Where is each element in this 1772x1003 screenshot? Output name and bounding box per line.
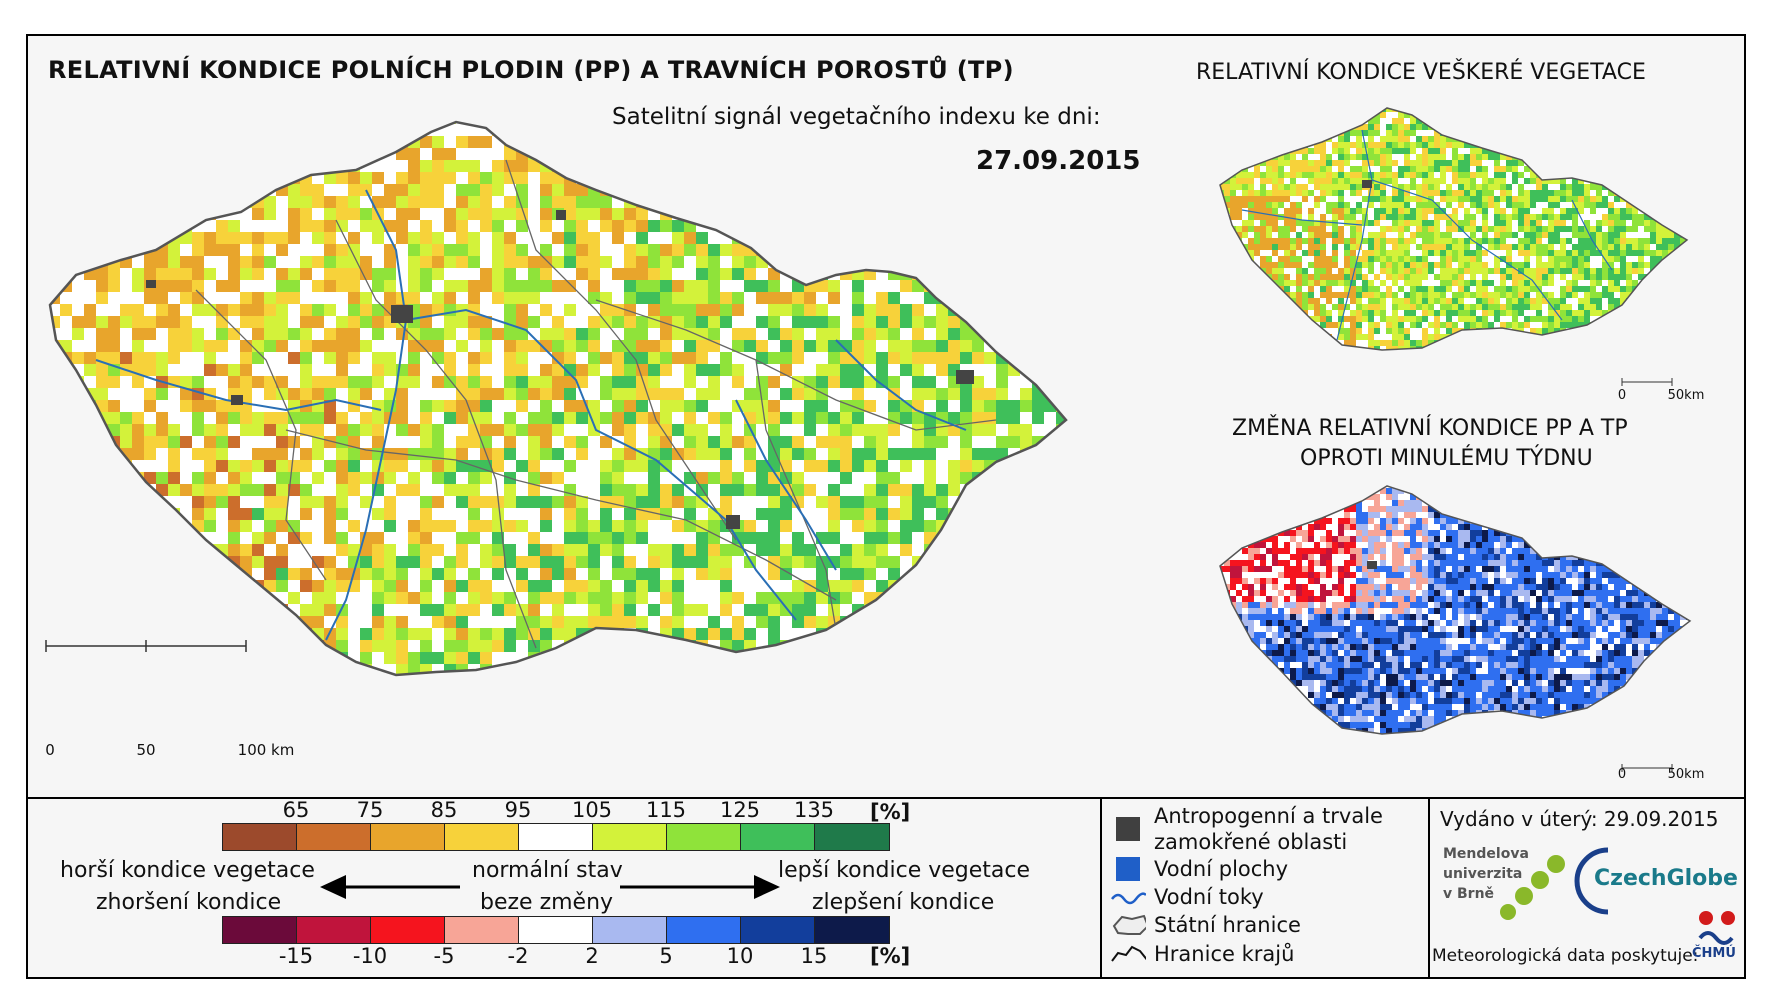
mendel-logo-line-3: v Brně [1443,886,1495,902]
key-state-border: Státní hranice [1110,912,1301,938]
inset-bottom-title-1: ZMĚNA RELATIVNÍ KONDICE PP A TP [1232,416,1628,441]
change-tick-3: -2 [507,944,529,968]
key-region-border-label: Hranice krajů [1154,942,1295,966]
reference-date: 27.09.2015 [976,146,1141,176]
key-water-bodies: Vodní plochy [1110,856,1288,882]
water-streams [95,189,967,641]
anthropogenic-swatch [1116,817,1140,841]
change-swatch-2 [370,917,445,943]
scale-label-100: 100 km [237,741,295,759]
condition-colorbar [222,823,890,851]
region-border-icon [1111,945,1146,962]
chmu-logo-icon [1698,911,1735,945]
key-region-border: Hranice krajů [1110,941,1294,967]
condition-swatch-8 [814,824,889,850]
legend-worse-condition: horší kondice vegetace [60,858,315,883]
chmu-logo-text: ČHMÚ [1692,946,1736,961]
change-tick-1: -10 [352,944,388,968]
inset-bottom-scale-50: 50km [1667,767,1705,782]
condition-tick-1: 75 [356,798,384,822]
region-borders [195,159,997,649]
legend-worsening: zhoršení kondice [96,890,282,915]
inset-top-scale-0: 0 [1617,388,1627,403]
vegetation-condition-grid [50,122,1066,675]
scale-label-50: 50 [136,741,156,759]
key-water-bodies-label: Vodní plochy [1154,857,1289,881]
condition-unit: [%] [870,800,911,824]
inset-top-scale-50: 50km [1667,388,1705,403]
change-tick-7: 15 [800,944,828,968]
scale-label-0: 0 [45,741,55,759]
inset-top-title: RELATIVNÍ KONDICE VEŠKERÉ VEGETACE [1196,60,1646,85]
change-swatch-5 [592,917,667,943]
inset-bottom-title-2: OPROTI MINULÉMU TÝDNU [1300,446,1593,471]
inset-all-vegetation-map [1219,107,1688,386]
condition-swatch-0 [223,824,297,850]
main-title: RELATIVNÍ KONDICE POLNÍCH PLODIN (PP) A … [48,56,1014,84]
change-swatch-3 [444,917,519,943]
change-swatch-6 [666,917,741,943]
change-swatch-7 [740,917,815,943]
subtitle: Satelitní signál vegetačního indexu ke d… [612,104,1101,130]
key-anthropogenic: Antropogenní a trvale zamokřené oblasti [1110,803,1383,855]
inset-bottom-scale-0: 0 [1617,767,1627,782]
condition-swatch-4 [518,824,593,850]
key-streams-label: Vodní toky [1154,885,1264,909]
change-tick-4: 2 [585,944,599,968]
condition-tick-4: 105 [571,798,613,822]
main-scale-bar [45,640,247,652]
change-swatch-4 [518,917,593,943]
czechglobe-logo: CzechGlobe [1594,866,1738,891]
change-swatch-8 [814,917,889,943]
condition-tick-2: 85 [430,798,458,822]
condition-swatch-5 [592,824,667,850]
mendel-dots-icon [1500,855,1565,920]
key-state-border-label: Státní hranice [1154,913,1301,937]
change-tick-5: 5 [659,944,673,968]
change-swatch-1 [296,917,371,943]
state-border-icon [1112,914,1146,935]
inset-weekly-change-map [1219,485,1691,772]
legend-improvement: zlepšení kondice [812,890,995,915]
condition-tick-5: 115 [645,798,687,822]
condition-swatch-3 [444,824,519,850]
issued-date: Vydáno v úterý: 29.09.2015 [1440,807,1719,831]
condition-tick-0: 65 [282,798,310,822]
water-body-swatch [1116,857,1140,881]
condition-tick-7: 135 [793,798,835,822]
meteorological-data-credit: Meteorologická data poskytuje: [1432,946,1699,966]
legend-better-condition: lepší kondice vegetace [778,858,1031,883]
legend-panel [26,797,1746,979]
legend-normal-state: normální stav [472,858,623,883]
condition-swatch-1 [296,824,371,850]
change-unit: [%] [870,944,911,968]
condition-swatch-7 [740,824,815,850]
change-tick-2: -5 [433,944,455,968]
condition-tick-6: 125 [719,798,761,822]
stream-line-icon [1111,892,1146,905]
mendel-logo-line-1: Mendelova [1443,846,1529,862]
key-streams: Vodní toky [1110,884,1264,910]
main-condition-map [45,120,1068,677]
key-anthropogenic-label-2: zamokřené oblasti [1154,830,1348,854]
key-anthropogenic-label-1: Antropogenní a trvale [1154,804,1383,828]
czechglobe-arc-icon [1574,847,1609,915]
condition-swatch-2 [370,824,445,850]
change-swatch-0 [223,917,297,943]
mendel-logo-line-2: univerzita [1443,866,1523,882]
legend-arrows [320,875,780,899]
anthropogenic-areas [146,210,974,529]
change-tick-6: 10 [726,944,754,968]
change-tick-0: -15 [278,944,314,968]
mendel-university-logo: Mendelova univerzita v Brně [1443,844,1529,904]
condition-tick-3: 95 [504,798,532,822]
legend-divider-2 [1428,797,1430,979]
condition-swatch-6 [666,824,741,850]
legend-divider-1 [1100,797,1102,979]
legend-no-change: beze změny [480,890,614,915]
change-colorbar [222,916,890,944]
